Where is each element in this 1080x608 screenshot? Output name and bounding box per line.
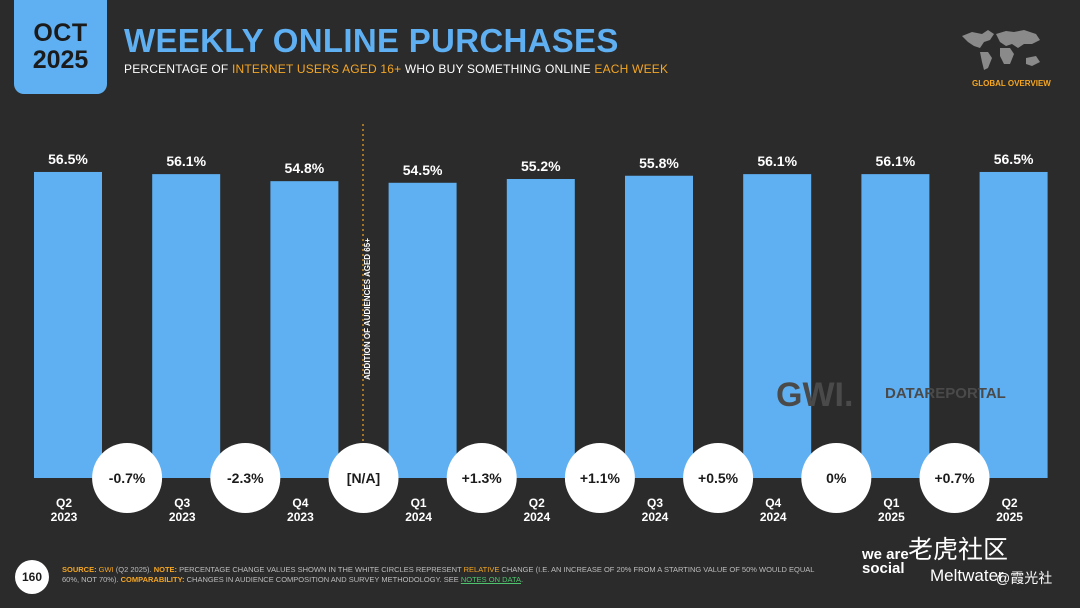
- change-label: [N/A]: [347, 470, 380, 486]
- notes-text: COMPARABILITY:: [120, 575, 187, 584]
- footer-notes: SOURCE: GWI (Q2 2025). NOTE: PERCENTAGE …: [62, 565, 832, 585]
- data-label: 54.5%: [403, 162, 443, 178]
- data-label: 56.5%: [994, 151, 1034, 167]
- x-tick-label: 2023: [169, 510, 196, 524]
- change-circle: [564, 443, 635, 513]
- x-tick-label: Q1: [411, 496, 427, 510]
- badge-year: 2025: [32, 46, 89, 74]
- data-label: 56.5%: [48, 151, 88, 167]
- x-tick-label: Q2: [56, 496, 72, 510]
- change-circle: [683, 443, 754, 513]
- notes-text: CHANGES IN AUDIENCE COMPOSITION AND SURV…: [186, 575, 461, 584]
- x-tick-label: Q4: [292, 496, 308, 510]
- change-label: +0.5%: [698, 470, 739, 486]
- page-title: WEEKLY ONLINE PURCHASES: [124, 22, 619, 59]
- notes-link[interactable]: NOTES ON DATA: [460, 575, 521, 584]
- notes-text: PERCENTAGE CHANGE VALUES SHOWN IN THE WH…: [179, 565, 464, 574]
- page-subtitle: PERCENTAGE OF INTERNET USERS AGED 16+ WH…: [124, 62, 668, 76]
- data-label: 56.1%: [166, 153, 206, 169]
- datareportal-watermark: DATAREPORTAL: [885, 385, 1006, 402]
- x-tick-label: Q1: [883, 496, 899, 510]
- data-label: 56.1%: [757, 153, 797, 169]
- change-circle: [92, 443, 163, 513]
- change-label: +1.3%: [462, 470, 503, 486]
- x-tick-label: Q2: [529, 496, 545, 510]
- x-tick-label: 2024: [760, 510, 787, 524]
- page-number: 160: [15, 560, 49, 594]
- x-tick-label: 2023: [51, 510, 78, 524]
- bar: [506, 179, 575, 478]
- change-circle: [328, 443, 399, 513]
- bar: [743, 174, 812, 478]
- change-circle: [446, 443, 517, 513]
- change-circle: [210, 443, 281, 513]
- divider-label: ADDITION OF AUDIENCES AGED 65+: [363, 238, 372, 380]
- bar: [34, 171, 102, 479]
- subtitle-part: EACH WEEK: [594, 62, 669, 76]
- data-label: 54.8%: [285, 160, 325, 176]
- subtitle-part: WHO BUY SOMETHING ONLINE: [401, 62, 595, 76]
- change-label: 0%: [826, 470, 847, 486]
- bar-chart: 56.5%Q2202356.1%Q3202354.8%Q4202354.5%Q1…: [34, 124, 1048, 524]
- bar: [388, 182, 457, 478]
- change-label: +1.1%: [580, 470, 621, 486]
- bar: [625, 175, 693, 478]
- bar: [152, 174, 221, 478]
- data-label: 55.8%: [639, 155, 679, 171]
- bar: [270, 181, 339, 478]
- x-tick-label: Q2: [1002, 496, 1018, 510]
- notes-text: SOURCE:: [62, 565, 99, 574]
- x-tick-label: Q3: [647, 496, 663, 510]
- notes-text: (Q2 2025).: [115, 565, 154, 574]
- data-label: 55.2%: [521, 158, 561, 174]
- we-are-social-logo: we are social: [862, 546, 909, 577]
- x-tick-label: 2024: [642, 510, 669, 524]
- x-tick-label: 2024: [405, 510, 432, 524]
- bar: [861, 174, 930, 478]
- date-badge: OCT 2025: [14, 0, 107, 94]
- region-label: GLOBAL OVERVIEW: [972, 79, 1051, 88]
- x-tick-label: Q3: [174, 496, 190, 510]
- notes-text: NOTE:: [153, 565, 180, 574]
- notes-text: .: [521, 575, 524, 584]
- meltwater-logo: Meltwater: [930, 566, 1004, 585]
- watermark-overlay: 老虎社区: [908, 536, 1009, 564]
- badge-month: OCT: [33, 19, 88, 47]
- change-circle: [919, 443, 990, 513]
- x-tick-label: 2023: [287, 510, 314, 524]
- subtitle-part: INTERNET USERS AGED 16+: [231, 62, 402, 76]
- gwi-watermark: GWI.: [776, 376, 854, 414]
- change-label: -0.7%: [109, 470, 146, 486]
- x-tick-label: 2025: [878, 510, 905, 524]
- notes-text: RELATIVE: [463, 565, 500, 574]
- change-label: +0.7%: [934, 470, 975, 486]
- world-map-icon: [962, 30, 1040, 70]
- change-label: -2.3%: [227, 470, 264, 486]
- x-tick-label: Q4: [765, 496, 781, 510]
- watermark-overlay-handle: @霞光社: [996, 570, 1053, 586]
- notes-text: GWI: [98, 565, 116, 574]
- x-tick-label: 2024: [523, 510, 550, 524]
- subtitle-part: PERCENTAGE OF: [124, 62, 232, 76]
- bar: [979, 171, 1048, 479]
- data-label: 56.1%: [876, 153, 916, 169]
- notes-text: CHANGE (I.E. AN INCREASE OF 20% FROM A S…: [62, 565, 815, 584]
- change-circle: [801, 443, 872, 513]
- x-tick-label: 2025: [996, 510, 1023, 524]
